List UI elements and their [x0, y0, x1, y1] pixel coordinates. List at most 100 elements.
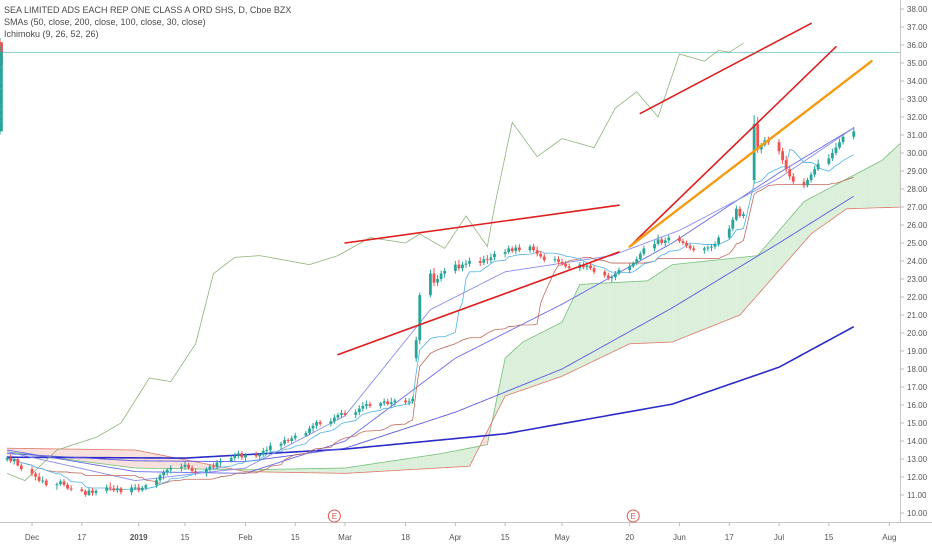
candle-body: [133, 487, 137, 489]
candle: [283, 436, 286, 446]
candle: [791, 172, 795, 185]
candle: [194, 468, 198, 476]
cloud-segment: [202, 463, 207, 470]
candle: [482, 255, 486, 266]
candle: [215, 460, 219, 469]
cloud-segment: [800, 201, 804, 247]
candle: [777, 139, 781, 155]
y-tick-label: 35.00: [907, 59, 928, 68]
cloud-segment: [430, 454, 434, 469]
cloud-segment: [668, 264, 673, 343]
candle: [852, 126, 856, 140]
candle: [713, 241, 717, 250]
candle: [418, 292, 422, 345]
candle: [240, 451, 244, 460]
candle: [108, 482, 112, 491]
candle: [354, 409, 358, 419]
candle-body: [407, 401, 411, 403]
candle: [411, 396, 415, 404]
candle-body: [9, 458, 13, 462]
earnings-marker: [327, 509, 341, 523]
cloud-segment: [889, 150, 893, 208]
sma-100-line: [7, 195, 854, 463]
candle-body: [37, 476, 41, 481]
candle: [539, 251, 543, 259]
ichimoku-cloud: [7, 140, 904, 474]
cloud-segment: [661, 269, 666, 343]
candle-body: [731, 219, 735, 229]
candle: [30, 466, 34, 477]
cloud-segment: [786, 218, 790, 263]
candle: [589, 262, 592, 270]
candle-body: [411, 398, 415, 402]
sma-indicator-label[interactable]: SMAs (50, close, 200, close, 100, close,…: [4, 17, 206, 27]
cloud-segment: [843, 179, 847, 212]
cloud-segment: [551, 325, 555, 380]
candle-body: [681, 241, 685, 243]
candle-body: [318, 422, 322, 424]
candle: [365, 400, 368, 410]
cloud-segment: [327, 468, 331, 474]
cloud-segment: [316, 468, 321, 473]
cloud-segment: [803, 199, 808, 243]
candle-body: [0, 109, 3, 116]
candle: [603, 269, 607, 278]
candle-body: [485, 259, 489, 261]
cloud-segment: [629, 281, 634, 344]
candle-body: [628, 266, 632, 270]
candle: [731, 216, 735, 232]
cloud-segment: [284, 469, 289, 473]
cloud-segment: [633, 281, 637, 344]
candle-body: [638, 253, 642, 260]
candle-body: [432, 273, 436, 283]
candle: [279, 441, 283, 451]
y-tick-label: 14.00: [907, 437, 928, 446]
cloud-segment: [896, 143, 900, 208]
candle-body: [606, 275, 610, 279]
cloud-segment: [433, 454, 438, 469]
y-tick-label: 32.00: [907, 113, 928, 122]
candle-body: [329, 421, 333, 424]
cloud-segment: [821, 190, 826, 227]
cloud-segment: [864, 167, 868, 209]
candle: [485, 255, 489, 265]
ichimoku-indicator-label[interactable]: Ichimoku (9, 26, 52, 26): [4, 29, 99, 39]
candle-body: [261, 450, 265, 455]
candle-body: [254, 454, 258, 457]
cloud-segment: [369, 463, 374, 472]
candle: [0, 99, 3, 112]
candle: [834, 142, 838, 156]
candle: [656, 234, 660, 246]
candle: [236, 450, 240, 459]
cloud-segment: [558, 322, 563, 378]
candle: [389, 397, 393, 408]
candle-body: [813, 169, 817, 175]
candle-body: [41, 480, 45, 482]
candle-body: [781, 151, 785, 161]
candle: [318, 420, 322, 427]
candle: [0, 122, 3, 135]
candle-body: [158, 475, 162, 481]
cloud-segment: [640, 280, 644, 344]
x-tick-label: 18: [401, 533, 410, 542]
cloud-segment: [654, 273, 659, 343]
candle-body: [535, 250, 539, 254]
cloud-segment: [764, 243, 769, 287]
cloud-segment: [405, 458, 410, 470]
candle: [564, 261, 568, 269]
y-tick-label: 38.00: [907, 5, 928, 14]
cloud-segment: [562, 314, 566, 377]
earnings-label: E: [631, 512, 636, 521]
candle: [635, 256, 639, 266]
candle: [332, 414, 336, 424]
cloud-segment: [725, 258, 730, 321]
y-tick-label: 13.00: [907, 455, 928, 464]
candle: [678, 235, 681, 243]
candle: [0, 52, 3, 64]
cloud-segment: [270, 469, 274, 473]
candle: [507, 245, 511, 255]
cloud-segment: [444, 452, 449, 468]
candle: [702, 246, 706, 254]
cloud-segment: [839, 180, 844, 214]
